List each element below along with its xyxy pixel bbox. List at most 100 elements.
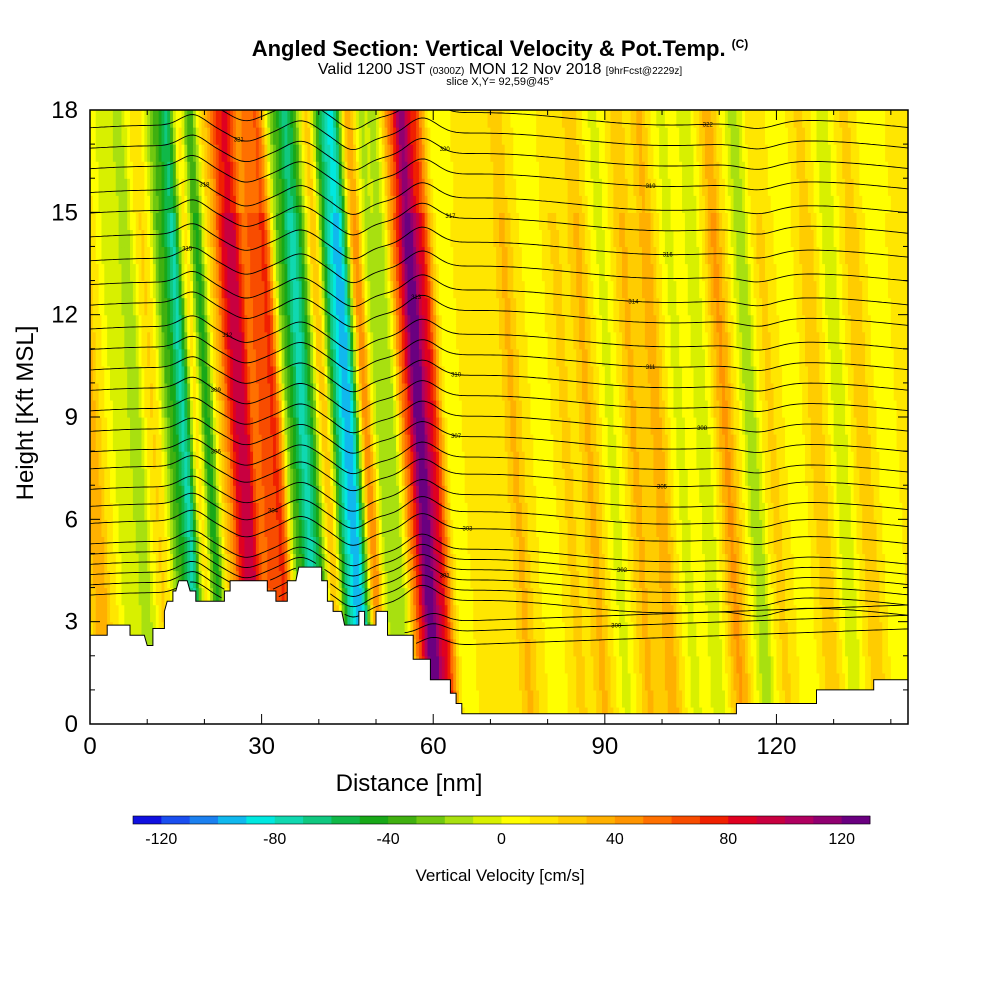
velocity-cell bbox=[436, 519, 440, 537]
velocity-cell bbox=[127, 604, 131, 623]
velocity-cell bbox=[670, 485, 675, 503]
velocity-cell bbox=[736, 655, 740, 674]
velocity-cell bbox=[456, 536, 460, 555]
velocity-cell bbox=[218, 553, 223, 572]
velocity-cell bbox=[836, 553, 840, 572]
velocity-cell bbox=[187, 519, 191, 537]
velocity-cell bbox=[438, 417, 443, 435]
velocity-cell bbox=[601, 502, 606, 520]
velocity-cell bbox=[533, 502, 537, 520]
velocity-cell bbox=[244, 553, 248, 572]
velocity-cell bbox=[184, 451, 188, 469]
velocity-cell bbox=[293, 502, 297, 520]
velocity-cell bbox=[321, 553, 326, 572]
velocity-cell bbox=[885, 655, 889, 674]
velocity-cell bbox=[876, 451, 880, 469]
velocity-cell bbox=[416, 638, 420, 657]
velocity-cell bbox=[490, 468, 494, 486]
velocity-cell bbox=[396, 570, 400, 589]
velocity-cell bbox=[404, 536, 409, 555]
velocity-cell bbox=[810, 587, 815, 606]
velocity-cell bbox=[887, 468, 892, 486]
velocity-cell bbox=[115, 519, 120, 537]
velocity-cell bbox=[807, 536, 812, 555]
velocity-cell bbox=[710, 451, 715, 469]
velocity-cell bbox=[513, 570, 517, 589]
velocity-cell bbox=[376, 570, 380, 589]
velocity-cell bbox=[527, 638, 532, 657]
velocity-cell bbox=[430, 655, 434, 674]
velocity-cell bbox=[335, 434, 340, 452]
velocity-cell bbox=[621, 655, 626, 674]
velocity-cell bbox=[862, 502, 866, 520]
velocity-cell bbox=[593, 587, 597, 606]
velocity-cell bbox=[127, 417, 131, 435]
velocity-cell bbox=[604, 672, 609, 691]
velocity-cell bbox=[175, 451, 180, 469]
velocity-cell bbox=[676, 587, 680, 606]
velocity-cell bbox=[127, 570, 131, 589]
velocity-cell bbox=[570, 519, 574, 537]
velocity-cell bbox=[682, 451, 686, 469]
velocity-cell bbox=[707, 502, 712, 520]
velocity-cell bbox=[519, 519, 523, 537]
velocity-cell bbox=[579, 689, 583, 708]
velocity-cell bbox=[670, 434, 675, 452]
velocity-cell bbox=[687, 638, 692, 657]
velocity-cell bbox=[141, 417, 145, 435]
velocity-cell bbox=[827, 604, 832, 623]
velocity-cell bbox=[790, 638, 795, 657]
velocity-cell bbox=[790, 485, 795, 503]
velocity-cell bbox=[776, 604, 780, 623]
velocity-cell bbox=[496, 587, 500, 606]
velocity-cell bbox=[304, 451, 308, 469]
velocity-cell bbox=[487, 672, 492, 691]
velocity-cell bbox=[704, 570, 709, 589]
velocity-cell bbox=[338, 536, 343, 555]
velocity-cell bbox=[264, 468, 268, 486]
velocity-cell bbox=[621, 434, 626, 452]
velocity-cell bbox=[164, 468, 168, 486]
velocity-cell bbox=[112, 468, 117, 486]
velocity-cell bbox=[879, 485, 883, 503]
velocity-cell bbox=[710, 587, 715, 606]
velocity-cell bbox=[499, 485, 503, 503]
velocity-cell bbox=[853, 434, 858, 452]
velocity-cell bbox=[450, 502, 454, 520]
velocity-cell bbox=[444, 553, 449, 572]
velocity-cell bbox=[633, 672, 637, 691]
velocity-cell bbox=[733, 570, 737, 589]
velocity-cell bbox=[233, 468, 237, 486]
velocity-cell bbox=[438, 604, 443, 623]
velocity-cell bbox=[607, 587, 612, 606]
velocity-cell bbox=[673, 434, 677, 452]
velocity-cell bbox=[713, 689, 717, 708]
velocity-cell bbox=[364, 570, 369, 589]
velocity-cell bbox=[750, 672, 755, 691]
velocity-cell bbox=[530, 621, 534, 640]
velocity-cell bbox=[750, 655, 755, 674]
velocity-cell bbox=[719, 604, 723, 623]
velocity-cell bbox=[310, 468, 314, 486]
velocity-cell bbox=[707, 587, 712, 606]
velocity-cell bbox=[544, 519, 549, 537]
velocity-cell bbox=[267, 519, 271, 537]
velocity-cell bbox=[250, 502, 254, 520]
velocity-cell bbox=[92, 417, 97, 435]
velocity-cell bbox=[284, 587, 288, 606]
velocity-cell bbox=[610, 655, 615, 674]
velocity-cell bbox=[444, 570, 449, 589]
velocity-cell bbox=[573, 519, 577, 537]
velocity-cell bbox=[478, 604, 483, 623]
velocity-cell bbox=[805, 553, 809, 572]
velocity-cell bbox=[192, 570, 197, 589]
velocity-cell bbox=[158, 519, 163, 537]
velocity-cell bbox=[313, 451, 317, 469]
velocity-cell bbox=[301, 502, 306, 520]
velocity-cell bbox=[504, 672, 509, 691]
velocity-cell bbox=[233, 553, 237, 572]
velocity-cell bbox=[521, 485, 526, 503]
velocity-cell bbox=[327, 587, 331, 606]
velocity-cell bbox=[573, 485, 577, 503]
velocity-cell bbox=[207, 468, 211, 486]
